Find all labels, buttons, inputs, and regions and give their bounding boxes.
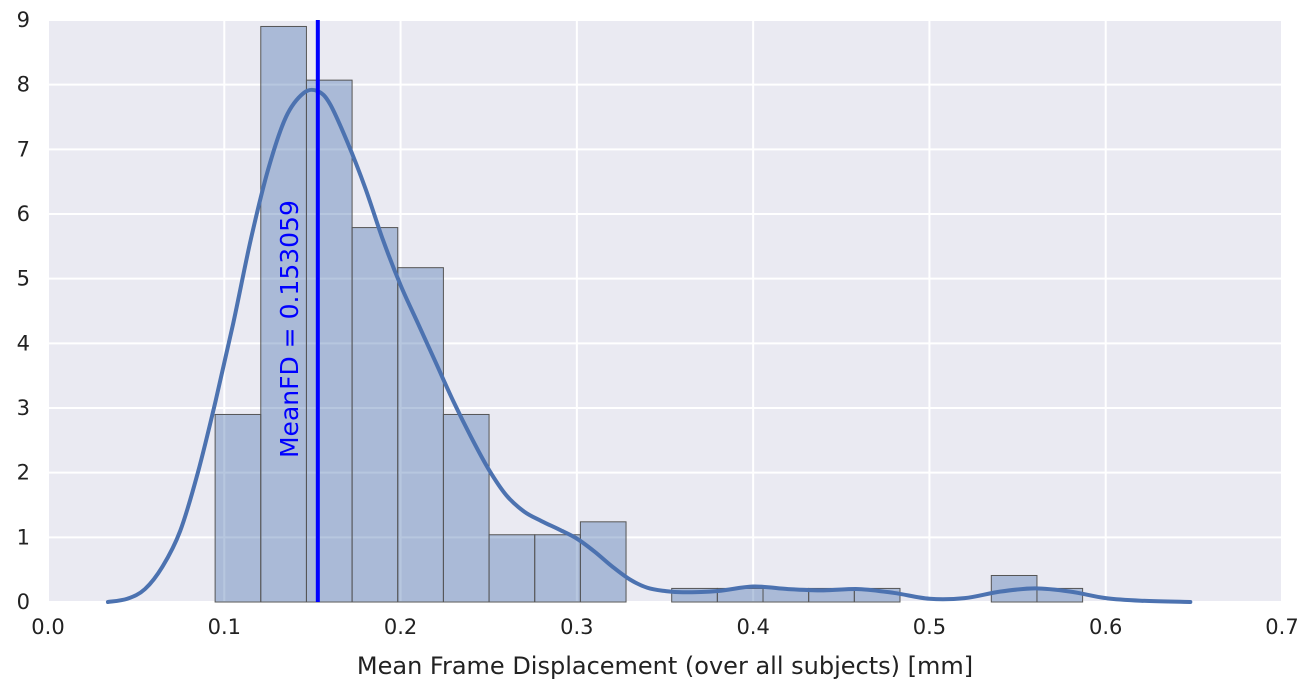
histogram-bar — [534, 534, 581, 603]
x-tick-label: 0.6 — [1089, 615, 1122, 639]
y-tick-label: 1 — [17, 525, 30, 549]
histogram-bar — [488, 534, 536, 603]
y-tick-label: 5 — [17, 267, 30, 291]
histogram-bar — [351, 227, 399, 603]
y-tick-label: 3 — [17, 396, 30, 420]
y-tick-label: 9 — [17, 8, 30, 32]
y-tick-label: 0 — [17, 590, 30, 614]
histogram-bar — [442, 413, 490, 603]
x-tick-label: 0.0 — [31, 615, 64, 639]
y-tick-label: 8 — [17, 73, 30, 97]
x-tick-label: 0.1 — [208, 615, 241, 639]
y-tick-labels: 0 1 2 3 4 5 6 7 8 9 — [17, 8, 30, 614]
x-tick-label: 0.7 — [1265, 615, 1298, 639]
y-tick-label: 7 — [17, 137, 30, 161]
mean-annotation: MeanFD = 0.153059 — [275, 200, 304, 458]
x-tick-label: 0.3 — [560, 615, 593, 639]
y-tick-label: 4 — [17, 331, 30, 355]
y-tick-label: 2 — [17, 461, 30, 485]
histogram-bar — [397, 267, 444, 603]
histogram-bar — [214, 413, 262, 603]
y-tick-label: 6 — [17, 202, 30, 226]
histogram-bar — [305, 79, 353, 603]
x-tick-labels: 0.0 0.1 0.2 0.3 0.4 0.5 0.6 0.7 — [31, 615, 1298, 639]
kde-curve — [105, 87, 1193, 604]
x-tick-label: 0.5 — [913, 615, 946, 639]
histogram-bar — [579, 521, 627, 603]
x-tick-label: 0.2 — [384, 615, 417, 639]
x-tick-label: 0.4 — [736, 615, 769, 639]
x-axis-label: Mean Frame Displacement (over all subjec… — [357, 652, 973, 680]
plot-area — [48, 20, 1282, 602]
